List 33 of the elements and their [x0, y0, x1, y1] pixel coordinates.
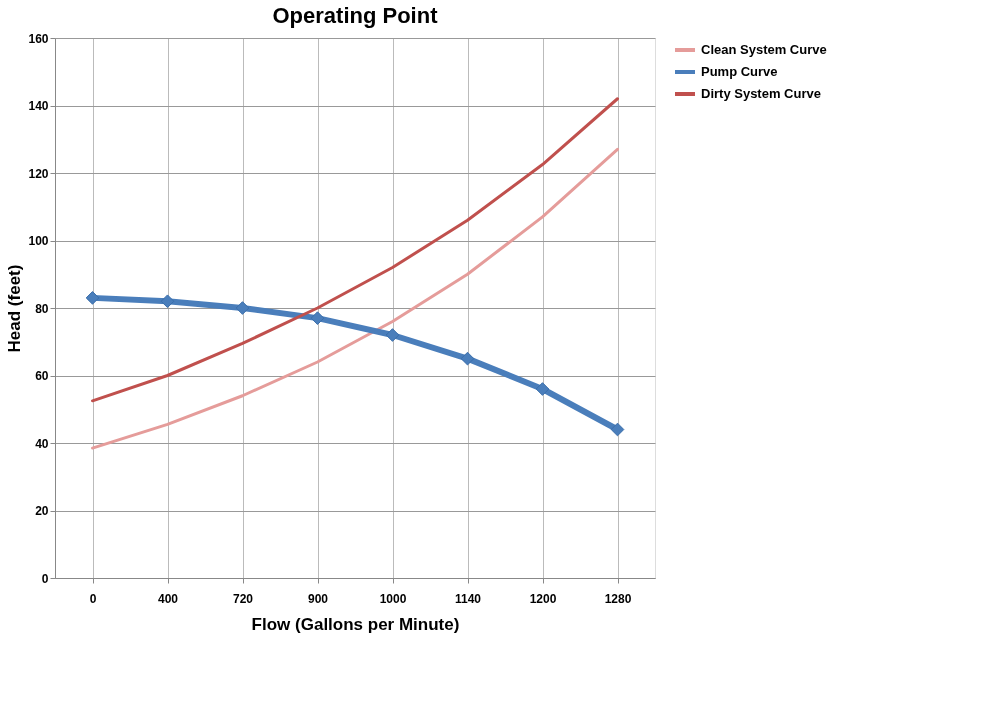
line-series — [91, 97, 619, 403]
point — [235, 301, 250, 315]
x-axis-title: Flow (Gallons per Minute) — [251, 614, 460, 634]
x-tick-label: 1200 — [529, 591, 557, 606]
y-tick-label: 20 — [35, 504, 49, 518]
y-tick-label: 80 — [35, 301, 49, 316]
legend-label: Pump Curve — [701, 64, 778, 79]
point — [610, 422, 625, 437]
point — [310, 311, 325, 325]
point — [385, 328, 400, 342]
x-tick-label: 400 — [157, 591, 179, 606]
legend-label: Dirty System Curve — [701, 86, 821, 101]
x-tick-label: 1280 — [604, 591, 632, 606]
y-axis-title: Head (feet) — [5, 264, 25, 353]
point — [460, 351, 475, 366]
line-series — [91, 147, 619, 450]
y-tick-label: 0 — [41, 571, 49, 586]
legend-label: Clean System Curve — [701, 42, 827, 57]
x-tick-label: 720 — [232, 591, 254, 606]
x-tick-label: 1140 — [454, 591, 482, 606]
point — [85, 291, 100, 305]
y-tick-label: 160 — [28, 31, 49, 46]
x-tick-label: 900 — [307, 591, 329, 606]
y-tick-label: 40 — [35, 436, 49, 451]
y-tick-label: 100 — [28, 234, 49, 248]
y-tick-label: 60 — [35, 369, 49, 383]
y-tick-label: 140 — [28, 99, 49, 113]
chart-title: Operating Point — [272, 3, 439, 28]
point — [160, 294, 175, 309]
y-tick-label: 120 — [28, 166, 49, 181]
point — [535, 382, 550, 396]
x-tick-label: 1000 — [379, 591, 407, 606]
x-tick-label: 0 — [89, 591, 97, 606]
